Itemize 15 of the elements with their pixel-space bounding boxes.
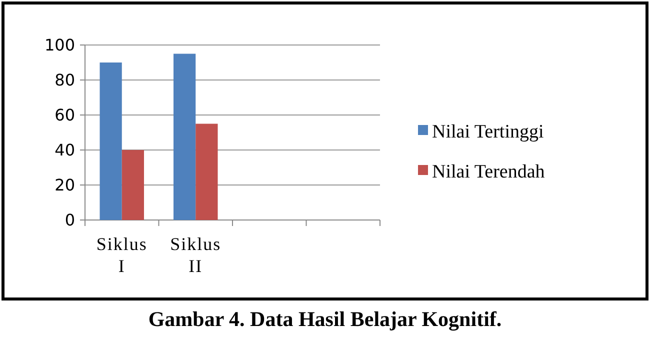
y-tick-label: 40 (54, 140, 75, 160)
y-tick-label: 20 (54, 176, 75, 195)
x-tick-label: Siklus II (170, 234, 222, 276)
legend-label: Nilai Tertinggi (432, 122, 544, 143)
y-tick-label: 0 (64, 210, 75, 230)
text: Gambar 4. Data Hasil Belajar Kognitif. (148, 307, 502, 331)
legend-label: Nilai Terendah (432, 162, 546, 183)
bar (100, 62, 122, 220)
y-tick-label: 100 (44, 36, 75, 55)
y-tick-label: 60 (54, 106, 75, 125)
x-tick-label: Siklus I (96, 234, 148, 276)
bar (174, 54, 196, 220)
y-tick-label: 80 (54, 70, 75, 90)
bar (196, 124, 218, 220)
bar (122, 150, 144, 220)
